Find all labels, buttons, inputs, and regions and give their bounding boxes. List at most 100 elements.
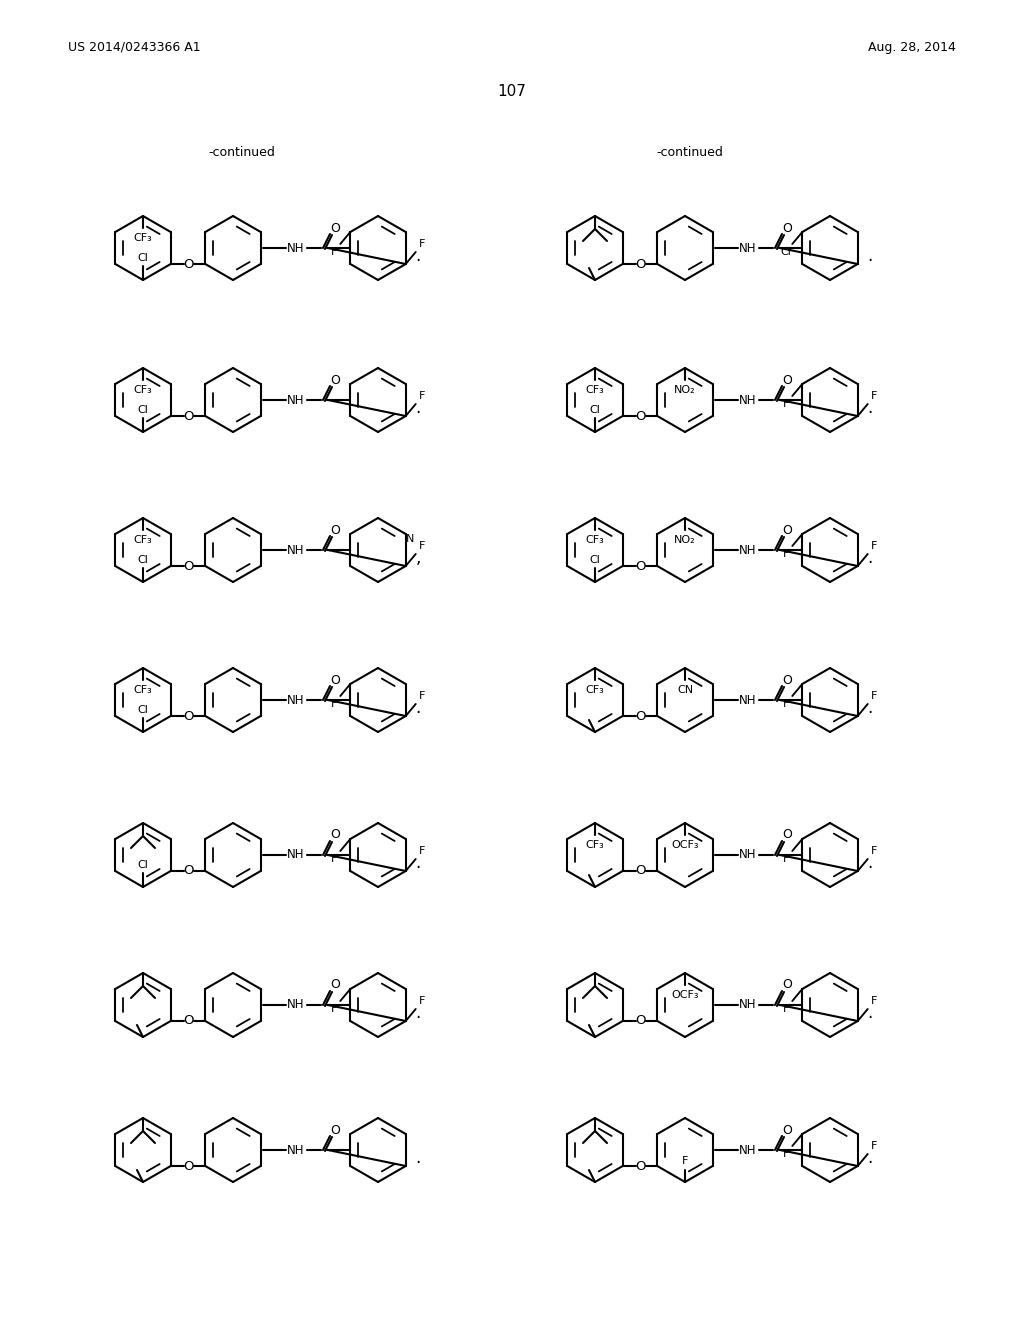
Text: O: O [183,710,194,722]
Text: Cl: Cl [590,554,600,565]
Text: .: . [416,1148,421,1167]
Text: F: F [419,239,425,249]
Text: .: . [867,700,872,717]
Text: F: F [870,846,877,855]
Text: .: . [867,549,872,568]
Text: O: O [330,222,340,235]
Text: NH: NH [739,849,757,862]
Text: F: F [331,700,338,709]
Text: Cl: Cl [137,861,148,870]
Text: F: F [783,549,790,558]
Text: CF₃: CF₃ [586,840,604,850]
Text: O: O [782,978,792,991]
Text: O: O [782,829,792,842]
Text: O: O [183,865,194,878]
Text: F: F [783,854,790,865]
Text: N: N [406,535,414,544]
Text: F: F [419,391,425,401]
Text: F: F [870,541,877,550]
Text: O: O [636,865,646,878]
Text: O: O [636,710,646,722]
Text: O: O [183,257,194,271]
Text: F: F [870,997,877,1006]
Text: CF₃: CF₃ [586,535,604,545]
Text: O: O [330,524,340,536]
Text: O: O [636,257,646,271]
Text: CF₃: CF₃ [133,535,153,545]
Text: -continued: -continued [209,145,275,158]
Text: Aug. 28, 2014: Aug. 28, 2014 [868,41,956,54]
Text: O: O [782,374,792,387]
Text: O: O [330,978,340,991]
Text: CF₃: CF₃ [586,685,604,696]
Text: Cl: Cl [137,253,148,263]
Text: NO₂: NO₂ [674,385,696,395]
Text: O: O [330,374,340,387]
Text: NH: NH [739,693,757,706]
Text: NO₂: NO₂ [674,535,696,545]
Text: NH: NH [739,393,757,407]
Text: CF₃: CF₃ [133,685,153,696]
Text: O: O [782,673,792,686]
Text: CF₃: CF₃ [133,385,153,395]
Text: F: F [419,997,425,1006]
Text: O: O [183,560,194,573]
Text: NH: NH [739,998,757,1011]
Text: OCF₃: OCF₃ [672,840,698,850]
Text: F: F [419,846,425,855]
Text: Cl: Cl [781,247,792,257]
Text: .: . [867,247,872,265]
Text: O: O [636,1159,646,1172]
Text: F: F [331,1005,338,1014]
Text: F: F [419,541,425,550]
Text: O: O [636,1015,646,1027]
Text: F: F [783,1148,790,1159]
Text: O: O [330,1123,340,1137]
Text: F: F [870,690,877,701]
Text: -continued: -continued [656,145,723,158]
Text: .: . [867,1148,872,1167]
Text: NH: NH [739,1143,757,1156]
Text: O: O [330,829,340,842]
Text: US 2014/0243366 A1: US 2014/0243366 A1 [68,41,201,54]
Text: 107: 107 [498,84,526,99]
Text: NH: NH [739,242,757,255]
Text: Cl: Cl [137,405,148,414]
Text: O: O [636,409,646,422]
Text: .: . [416,700,421,717]
Text: O: O [782,1123,792,1137]
Text: NH: NH [288,1143,305,1156]
Text: O: O [183,409,194,422]
Text: O: O [183,1159,194,1172]
Text: CF₃: CF₃ [133,234,153,243]
Text: Cl: Cl [137,554,148,565]
Text: O: O [782,222,792,235]
Text: .: . [867,854,872,873]
Text: F: F [331,854,338,865]
Text: O: O [636,560,646,573]
Text: NH: NH [288,544,305,557]
Text: Cl: Cl [590,405,600,414]
Text: NH: NH [288,998,305,1011]
Text: CN: CN [677,685,693,696]
Text: .: . [867,399,872,417]
Text: .: . [416,1005,421,1022]
Text: NH: NH [288,393,305,407]
Text: F: F [783,700,790,709]
Text: NH: NH [739,544,757,557]
Text: F: F [870,1140,877,1151]
Text: F: F [783,399,790,409]
Text: F: F [419,690,425,701]
Text: OCF₃: OCF₃ [672,990,698,1001]
Text: F: F [682,1156,688,1166]
Text: NH: NH [288,693,305,706]
Text: .: . [416,247,421,265]
Text: ,: , [416,549,421,568]
Text: CF₃: CF₃ [586,385,604,395]
Text: .: . [416,854,421,873]
Text: .: . [416,399,421,417]
Text: NH: NH [288,242,305,255]
Text: O: O [330,673,340,686]
Text: F: F [331,247,338,257]
Text: F: F [783,1005,790,1014]
